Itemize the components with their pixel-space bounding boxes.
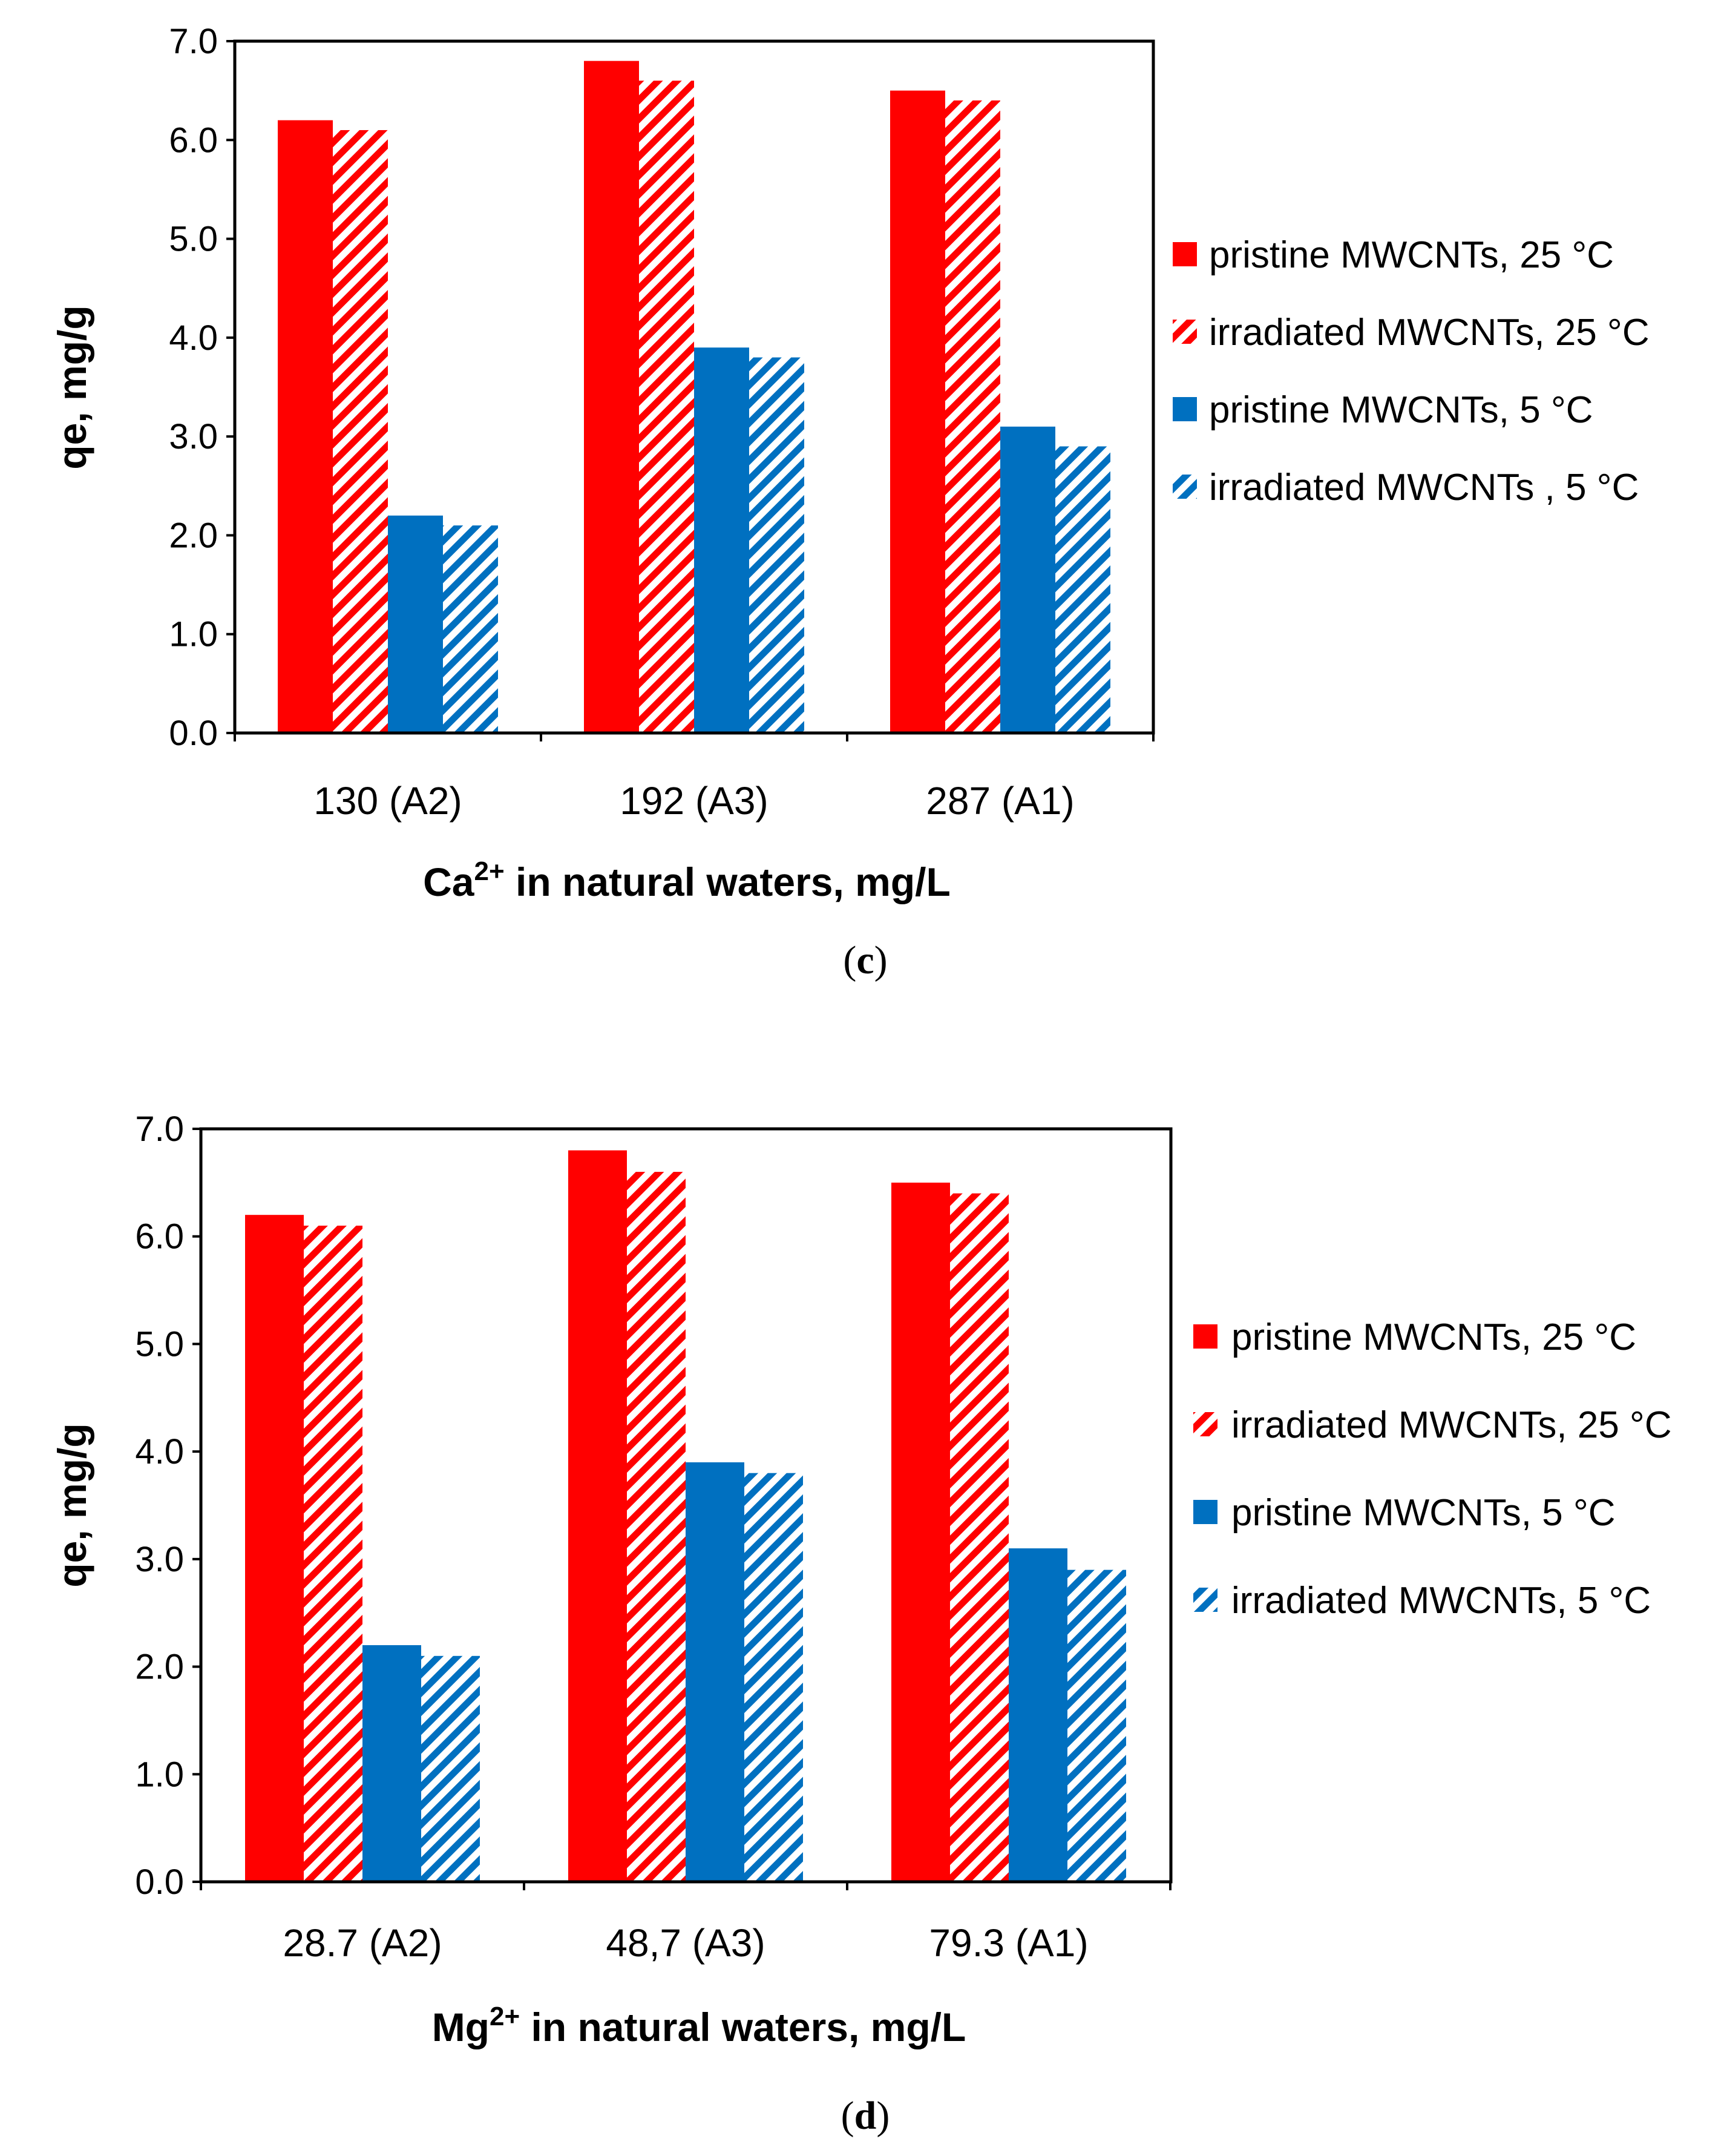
y-tick-label: 0.0: [169, 714, 218, 753]
bar-c-cat2-series0: [890, 90, 945, 734]
y-tick-label: 3.0: [135, 1540, 184, 1579]
y-tick-label: 2.0: [135, 1648, 184, 1687]
legend: pristine MWCNTs, 25 °C irradiated MWCNTs,…: [1173, 234, 1650, 508]
x-axis-title-rest: in natural waters, mg/L: [520, 2005, 966, 2049]
x-axis-title: Ca2+ in natural waters, mg/L: [423, 856, 951, 904]
x-category-label: 130 (A2): [313, 779, 462, 823]
panel-label-letter: d: [854, 2094, 877, 2138]
legend-label-1: irradiated MWCNTs, 25 °C: [1231, 1404, 1672, 1446]
bar-d-cat1-series0: [568, 1150, 627, 1882]
legend-swatch-1: [1173, 320, 1197, 344]
bar-c-cat1-series3: [749, 357, 804, 733]
y-tick-label: 4.0: [135, 1432, 184, 1471]
y-tick-label: 0.0: [135, 1862, 184, 1902]
bar-c-cat0-series2: [388, 515, 443, 733]
legend-swatch-3: [1173, 475, 1197, 499]
bar-d-cat2-series2: [1009, 1548, 1067, 1882]
bar-d-cat1-series2: [686, 1462, 744, 1882]
bar-d-cat0-series2: [362, 1645, 421, 1882]
legend-swatch-3: [1193, 1588, 1217, 1612]
bar-d-cat2-series1: [950, 1193, 1009, 1882]
bar-d-cat0-series3: [421, 1655, 480, 1882]
x-category-label: 287 (A1): [926, 779, 1074, 823]
bar-d-cat2-series0: [891, 1182, 950, 1882]
legend-label-0: pristine MWCNTs, 25 °C: [1209, 234, 1614, 276]
x-axis-title-ion: Mg: [432, 2005, 490, 2049]
x-axis-title: Mg2+ in natural waters, mg/L: [432, 2002, 966, 2049]
legend-swatch-0: [1193, 1324, 1217, 1349]
bar-d-cat0-series0: [245, 1215, 304, 1882]
legend-label-3: irradiated MWCNTs, 5 °C: [1231, 1580, 1651, 1622]
chart-panel-d: 0.0 1.0 2.0 3.0 4.0 5.0 6.0 7.0 28.7 (A2) 48,7 (A…: [50, 1109, 1672, 2138]
legend: pristine MWCNTs, 25 °C irradiated MWCNTs,…: [1193, 1316, 1672, 1622]
y-tick-label: 1.0: [169, 615, 218, 654]
y-tick-label: 7.0: [135, 1109, 184, 1149]
x-axis-title-ion: Ca: [423, 859, 475, 904]
y-tick-label: 5.0: [169, 220, 218, 259]
legend-label-0: pristine MWCNTs, 25 °C: [1231, 1316, 1636, 1358]
panel-label-close: ): [874, 938, 888, 982]
y-tick-label: 3.0: [169, 417, 218, 456]
panel-label-close: ): [876, 2094, 890, 2138]
bar-d-cat0-series1: [304, 1225, 362, 1882]
legend-swatch-0: [1173, 242, 1197, 266]
bar-d-cat1-series1: [627, 1172, 686, 1882]
y-axis-title: qe, mg/g: [50, 1423, 94, 1587]
legend-swatch-1: [1193, 1412, 1217, 1436]
bar-c-cat2-series2: [1000, 426, 1055, 733]
panel-label-open: (: [843, 938, 856, 982]
bar-c-cat2-series1: [945, 100, 1000, 733]
y-tick-label: 6.0: [135, 1217, 184, 1257]
x-category-label: 48,7 (A3): [606, 1921, 765, 1965]
y-tick-label: 4.0: [169, 318, 218, 358]
legend-label-2: pristine MWCNTs, 5 °C: [1209, 389, 1593, 431]
y-tick-label: 2.0: [169, 516, 218, 555]
plot-area-frame: [199, 1127, 1173, 1884]
x-axis-title-charge: 2+: [474, 856, 505, 886]
bar-c-cat0-series0: [278, 120, 333, 734]
legend-label-2: pristine MWCNTs, 5 °C: [1231, 1492, 1616, 1534]
legend-swatch-2: [1193, 1500, 1217, 1524]
bar-c-cat0-series1: [333, 130, 388, 733]
x-axis-title-charge: 2+: [490, 2002, 520, 2031]
bar-c-cat0-series3: [443, 525, 498, 733]
y-tick-label: 6.0: [169, 120, 218, 160]
bar-d-cat1-series3: [744, 1473, 803, 1882]
bar-c-cat1-series0: [584, 61, 639, 734]
panel-label: (d): [841, 2094, 890, 2138]
x-category-label: 79.3 (A1): [929, 1921, 1088, 1965]
plot-area-frame: [233, 39, 1155, 735]
legend-label-1: irradiated MWCNTs, 25 °C: [1209, 312, 1650, 353]
legend-swatch-2: [1173, 397, 1197, 421]
bar-c-cat1-series2: [694, 347, 749, 733]
panel-label-letter: c: [856, 938, 874, 982]
x-category-label: 192 (A3): [620, 779, 768, 823]
bar-c-cat1-series1: [639, 81, 694, 733]
y-tick-label: 5.0: [135, 1324, 184, 1364]
chart-panel-c: 0.0 1.0 2.0 3.0 4.0 5.0 6.0 7.0 130 (A2) 192 (A3)…: [50, 22, 1650, 982]
bar-d-cat2-series3: [1067, 1569, 1126, 1882]
legend-label-3: irradiated MWCNTs , 5 °C: [1209, 467, 1639, 508]
y-tick-label: 1.0: [135, 1755, 184, 1794]
panel-label: (c): [843, 938, 887, 982]
panel-label-open: (: [841, 2094, 854, 2138]
x-axis-title-rest: in natural waters, mg/L: [505, 859, 951, 904]
bar-c-cat2-series3: [1055, 446, 1110, 733]
x-category-label: 28.7 (A2): [283, 1921, 442, 1965]
y-axis-title: qe, mg/g: [50, 305, 94, 469]
y-tick-label: 7.0: [169, 22, 218, 61]
